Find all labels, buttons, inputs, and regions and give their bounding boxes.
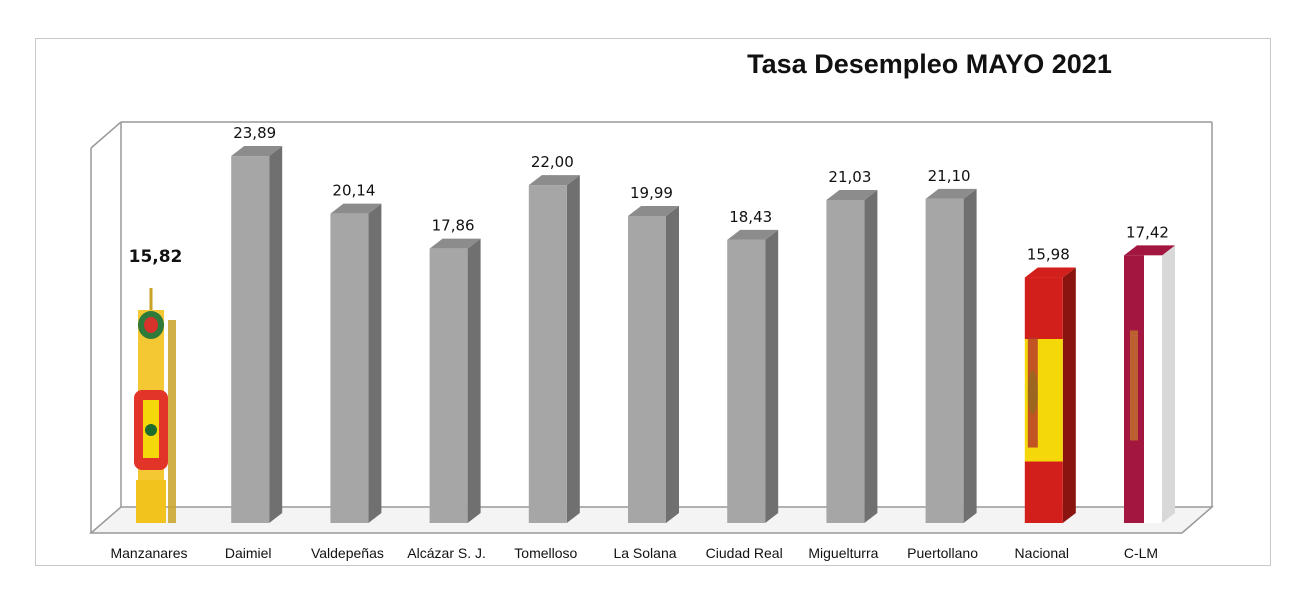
bar-top <box>925 188 977 199</box>
bar-valdepenas: 20,14 Valdepeñas <box>311 182 384 561</box>
bar-side <box>963 188 977 524</box>
bar-manzanares: 15,82 Manzanares <box>110 247 187 561</box>
value-label-miguelturra: 21,03 <box>828 168 871 186</box>
bar-front <box>628 215 666 523</box>
bar-side <box>566 175 580 523</box>
bar-top <box>1024 267 1076 278</box>
left-wall-top-edge <box>90 121 122 149</box>
clm-castle-emblem <box>1130 330 1138 441</box>
value-label-manzanares: 15,82 <box>129 247 183 267</box>
bar-front <box>1124 255 1162 523</box>
category-label-ciudad-real: Ciudad Real <box>706 545 783 561</box>
bar-front <box>429 248 468 523</box>
bar-side <box>467 238 481 523</box>
bar-daimiel: 23,89 Daimiel <box>225 124 283 561</box>
category-label-valdepenas: Valdepeñas <box>311 545 384 561</box>
category-label-alcazar-s-j: Alcázar S. J. <box>407 545 486 561</box>
bar-alcazar-s-j: 17,86 Alcázar S. J. <box>407 217 486 561</box>
bar-side <box>269 146 283 523</box>
bar-ciudad-real: 18,43 Ciudad Real <box>706 208 783 561</box>
category-label-miguelturra: Miguelturra <box>808 545 878 561</box>
value-label-c-lm: 17,42 <box>1126 223 1169 241</box>
bar-front <box>330 213 369 523</box>
bar-top <box>330 203 382 214</box>
chart-title: Tasa Desempleo MAYO 2021 <box>747 49 1112 79</box>
bar-side <box>765 229 779 523</box>
bar-side <box>1062 267 1076 523</box>
category-label-manzanares: Manzanares <box>110 545 187 561</box>
bar-front <box>925 198 964 524</box>
category-label-daimiel: Daimiel <box>225 545 272 561</box>
value-label-ciudad-real: 18,43 <box>729 208 772 226</box>
bar-side <box>864 189 878 524</box>
bar-nacional: 15,98 Nacional <box>1015 246 1076 561</box>
bar-puertollano: 21,10 Puertollano <box>907 167 978 561</box>
bar-front <box>528 185 567 523</box>
bar-top <box>429 238 481 249</box>
bar-top <box>628 205 679 216</box>
value-label-nacional: 15,98 <box>1027 246 1070 264</box>
value-label-daimiel: 23,89 <box>233 124 276 142</box>
category-label-c-lm: C-LM <box>1124 545 1158 561</box>
bar-top <box>231 146 283 157</box>
value-label-puertollano: 21,10 <box>928 167 971 185</box>
category-label-puertollano: Puertollano <box>907 545 978 561</box>
category-label-nacional: Nacional <box>1015 545 1069 561</box>
value-label-la-solana: 19,99 <box>630 184 673 202</box>
bar-top <box>1124 245 1175 256</box>
bar-top <box>528 175 580 186</box>
bar-front <box>826 199 865 524</box>
bar-top <box>727 229 779 240</box>
bar-c-lm: 17,42 C-LM <box>1124 223 1175 561</box>
bar-la-solana: 19,99 La Solana <box>613 184 679 561</box>
value-label-valdepenas: 20,14 <box>332 182 375 200</box>
value-label-alcazar-s-j: 17,86 <box>432 217 475 235</box>
bar-front <box>231 156 270 523</box>
bar-front <box>727 239 766 523</box>
spain-coat-of-arms <box>1027 337 1038 448</box>
category-label-tomelloso: Tomelloso <box>514 545 577 561</box>
bar-side <box>1162 245 1175 523</box>
bar-top <box>826 189 878 200</box>
coat-of-arms-emblem <box>134 288 176 523</box>
bar-tomelloso: 22,00 Tomelloso <box>514 153 580 561</box>
bar-side <box>666 205 679 523</box>
bar-miguelturra: 21,03 Miguelturra <box>808 168 878 561</box>
value-label-tomelloso: 22,00 <box>531 153 574 171</box>
category-label-la-solana: La Solana <box>613 545 676 561</box>
bar-side <box>368 203 382 523</box>
